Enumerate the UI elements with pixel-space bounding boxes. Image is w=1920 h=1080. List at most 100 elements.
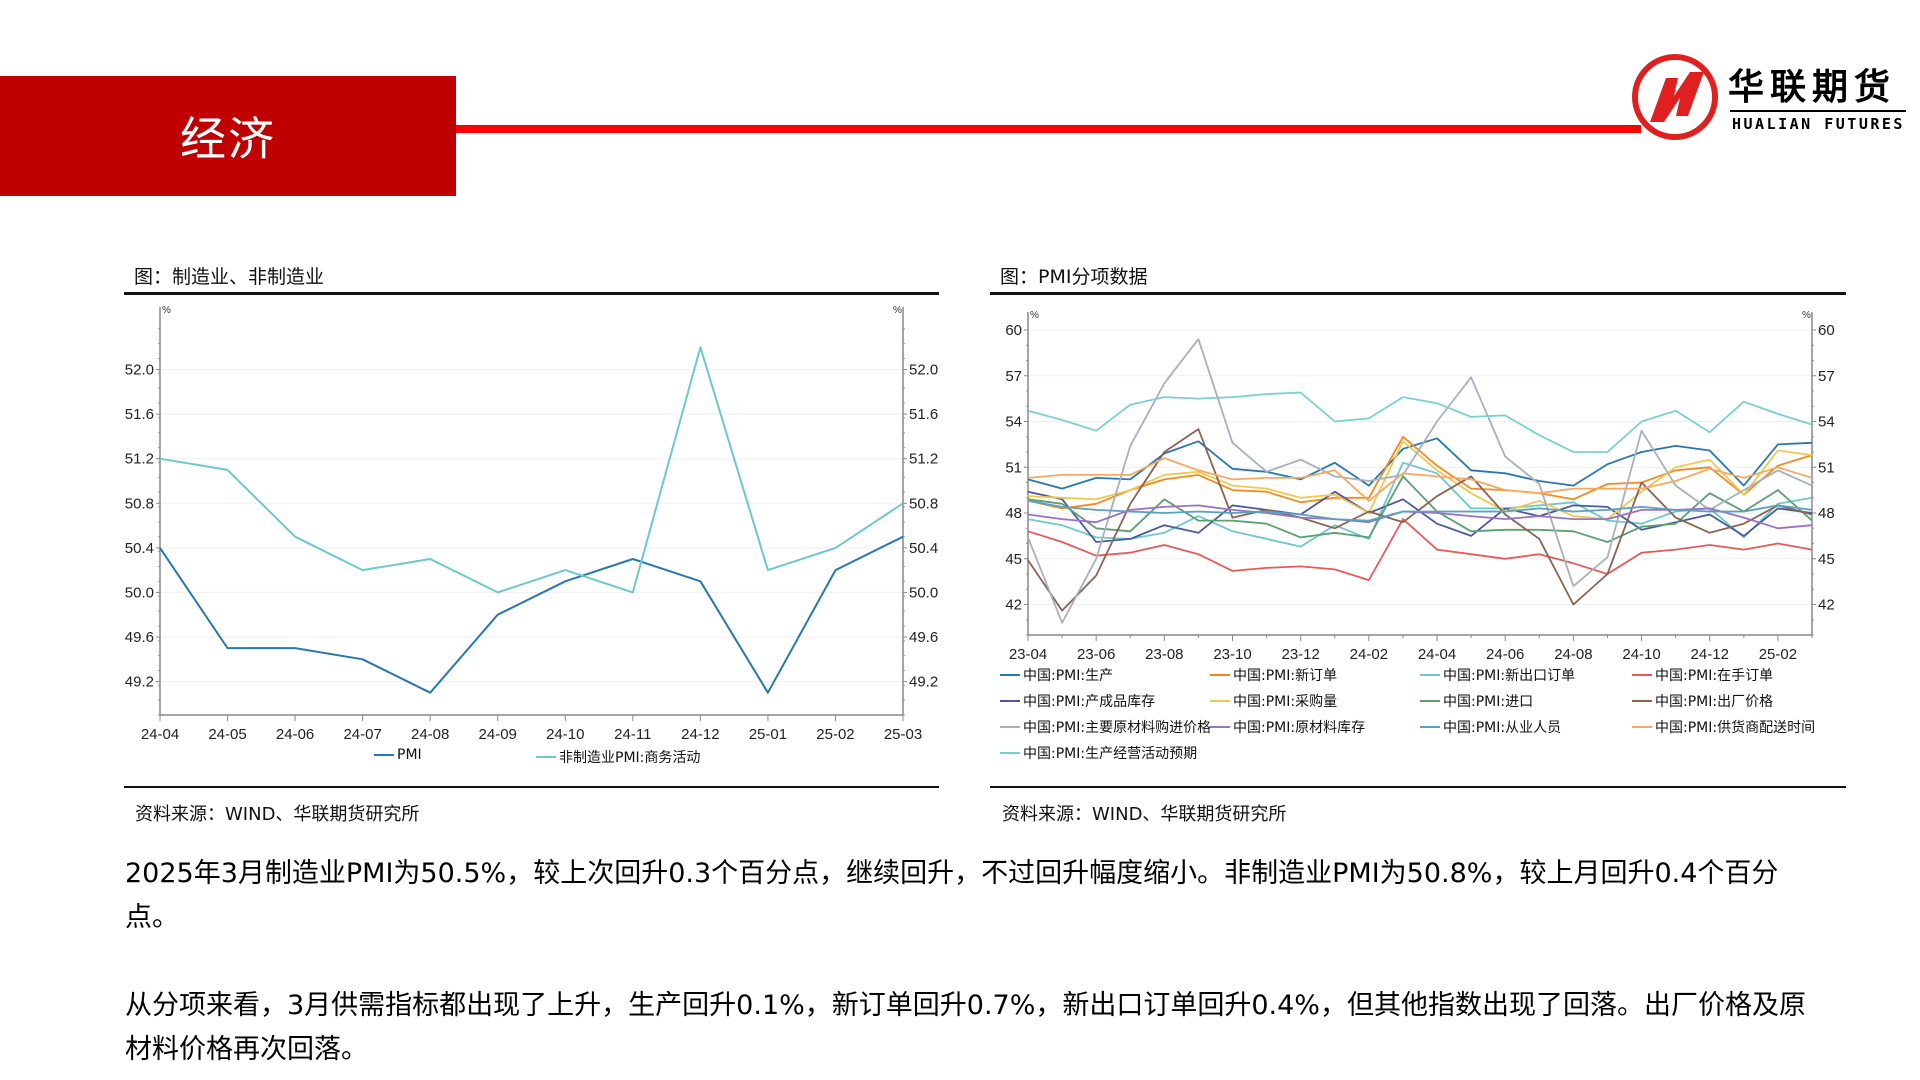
legend-label: 中国:PMI:生产: [1023, 668, 1114, 684]
left-chart-title: 图：制造业、非制造业: [134, 266, 325, 288]
legend-swatch-icon: [1000, 700, 1020, 702]
series-line: [1027, 457, 1813, 502]
svg-text:24-04: 24-04: [141, 726, 179, 743]
svg-text:24-07: 24-07: [343, 726, 381, 743]
legend-swatch-icon: [1210, 726, 1230, 728]
svg-text:51.6: 51.6: [909, 406, 938, 423]
svg-text:54: 54: [1818, 414, 1835, 431]
svg-text:24-10: 24-10: [1622, 646, 1660, 663]
legend-item: 中国:PMI:新出口订单: [1420, 665, 1575, 685]
svg-text:45: 45: [1005, 551, 1022, 568]
right-line-chart: 42 42 45 45 48 48 51 51 54 54 57 57 60 60%% 23-04 23-06…: [990, 295, 1846, 775]
svg-text:24-08: 24-08: [411, 726, 449, 743]
right-chart-bottom-rule: [990, 786, 1846, 788]
series-line: [159, 346, 904, 594]
logo-text-en: HUALIAN FUTURES: [1732, 115, 1905, 133]
legend-swatch-icon: [1420, 700, 1440, 702]
left-chart-bottom-rule: [124, 786, 939, 788]
legend-label: 中国:PMI:在手订单: [1655, 668, 1774, 684]
svg-text:23-12: 23-12: [1282, 646, 1320, 663]
svg-text:51: 51: [1818, 459, 1835, 476]
legend-item: 中国:PMI:原材料库存: [1210, 717, 1365, 737]
legend-label: 非制造业PMI:商务活动: [559, 750, 701, 766]
right-chart-title: 图：PMI分项数据: [1000, 266, 1148, 288]
legend-item: 中国:PMI:主要原材料购进价格: [1000, 717, 1211, 737]
legend-swatch-icon: [1210, 674, 1230, 676]
svg-text:48: 48: [1818, 505, 1835, 522]
legend-swatch-icon: [1632, 726, 1652, 728]
svg-text:49.2: 49.2: [909, 674, 938, 691]
legend-item: 中国:PMI:生产: [1000, 665, 1113, 685]
svg-text:24-05: 24-05: [208, 726, 246, 743]
svg-text:50.0: 50.0: [909, 584, 938, 601]
svg-text:49.6: 49.6: [909, 629, 938, 646]
legend-label: 中国:PMI:新出口订单: [1443, 668, 1576, 684]
right-chart-source: 资料来源：WIND、华联期货研究所: [1002, 804, 1287, 825]
legend-item: 中国:PMI:出厂价格: [1632, 691, 1773, 711]
svg-text:23-04: 23-04: [1009, 646, 1047, 663]
header-rule: [456, 125, 1641, 133]
svg-text:23-10: 23-10: [1213, 646, 1251, 663]
legend-label: 中国:PMI:进口: [1443, 694, 1534, 710]
svg-text:%: %: [1802, 310, 1811, 321]
summary-paragraph-2: 从分项来看，3月供需指标都出现了上升，生产回升0.1%，新订单回升0.7%，新出…: [125, 990, 1806, 1065]
series-line: [1027, 437, 1813, 490]
legend-label: 中国:PMI:生产经营活动预期: [1023, 746, 1198, 762]
legend-swatch-icon: [536, 756, 556, 758]
legend-swatch-icon: [1632, 674, 1652, 676]
svg-text:50.8: 50.8: [909, 495, 938, 512]
svg-text:24-08: 24-08: [1554, 646, 1592, 663]
legend-item: PMI: [374, 747, 422, 763]
svg-text:25-02: 25-02: [816, 726, 854, 743]
svg-text:52.0: 52.0: [125, 362, 154, 379]
series-line: [1027, 391, 1813, 453]
legend-label: 中国:PMI:供货商配送时间: [1655, 720, 1816, 736]
svg-text:%: %: [893, 305, 902, 316]
svg-text:25-02: 25-02: [1759, 646, 1797, 663]
legend-item: 中国:PMI:供货商配送时间: [1632, 717, 1815, 737]
series-line: [1027, 435, 1813, 510]
logo-mark-icon: [1632, 54, 1718, 140]
legend-item: 中国:PMI:新订单: [1210, 665, 1337, 685]
legend-label: 中国:PMI:原材料库存: [1233, 720, 1366, 736]
legend-label: 中国:PMI:出厂价格: [1655, 694, 1774, 710]
legend-swatch-icon: [1210, 700, 1230, 702]
legend-swatch-icon: [1000, 726, 1020, 728]
summary-paragraph-1: 2025年3月制造业PMI为50.5%，较上次回升0.3个百分点，继续回升，不过…: [125, 858, 1779, 933]
left-line-chart: 49.2 49.2 49.6 49.6 50.0 50.0 50.4 50.4 50.8 50.8…: [124, 295, 939, 775]
legend-swatch-icon: [1420, 726, 1440, 728]
logo-text-cn: 华联期货: [1728, 67, 1897, 108]
right-chart-panel: 图：PMI分项数据 42 42 45 45 48 48 51 51 54 54 57 57 60 60%%…: [990, 262, 1846, 775]
svg-text:60: 60: [1818, 322, 1835, 339]
svg-text:57: 57: [1818, 368, 1835, 385]
svg-text:60: 60: [1005, 322, 1022, 339]
logo: 华联期货 HUALIAN FUTURES: [1628, 50, 1918, 145]
legend-label: 中国:PMI:采购量: [1233, 694, 1338, 710]
legend-item: 非制造业PMI:商务活动: [536, 747, 700, 767]
section-title: 经济: [180, 112, 276, 166]
legend-item: 中国:PMI:从业人员: [1420, 717, 1561, 737]
legend-label: PMI: [397, 747, 422, 763]
svg-text:51.2: 51.2: [909, 451, 938, 468]
svg-text:51.2: 51.2: [125, 451, 154, 468]
chart-plot: 49.2 49.2 49.6 49.6 50.0 50.0 50.4 50.4 50.8 50.8…: [125, 305, 938, 743]
left-chart-source: 资料来源：WIND、华联期货研究所: [135, 804, 420, 825]
svg-text:54: 54: [1005, 414, 1022, 431]
legend-item: 中国:PMI:采购量: [1210, 691, 1337, 711]
legend-label: 中国:PMI:新订单: [1233, 668, 1338, 684]
svg-text:42: 42: [1005, 597, 1022, 614]
svg-text:23-08: 23-08: [1145, 646, 1183, 663]
svg-text:25-03: 25-03: [884, 726, 922, 743]
series-line: [159, 535, 904, 694]
svg-text:24-10: 24-10: [546, 726, 584, 743]
svg-text:57: 57: [1005, 368, 1022, 385]
logo-divider: [1730, 110, 1906, 112]
legend-swatch-icon: [374, 754, 394, 756]
svg-text:24-09: 24-09: [479, 726, 517, 743]
chart-plot: 42 42 45 45 48 48 51 51 54 54 57 57 60 60% % 23-04 23-06…: [1005, 310, 1835, 663]
svg-text:49.2: 49.2: [125, 674, 154, 691]
svg-text:24-06: 24-06: [276, 726, 314, 743]
legend-swatch-icon: [1632, 700, 1652, 702]
svg-text:24-11: 24-11: [614, 726, 651, 743]
svg-text:49.6: 49.6: [125, 629, 154, 646]
